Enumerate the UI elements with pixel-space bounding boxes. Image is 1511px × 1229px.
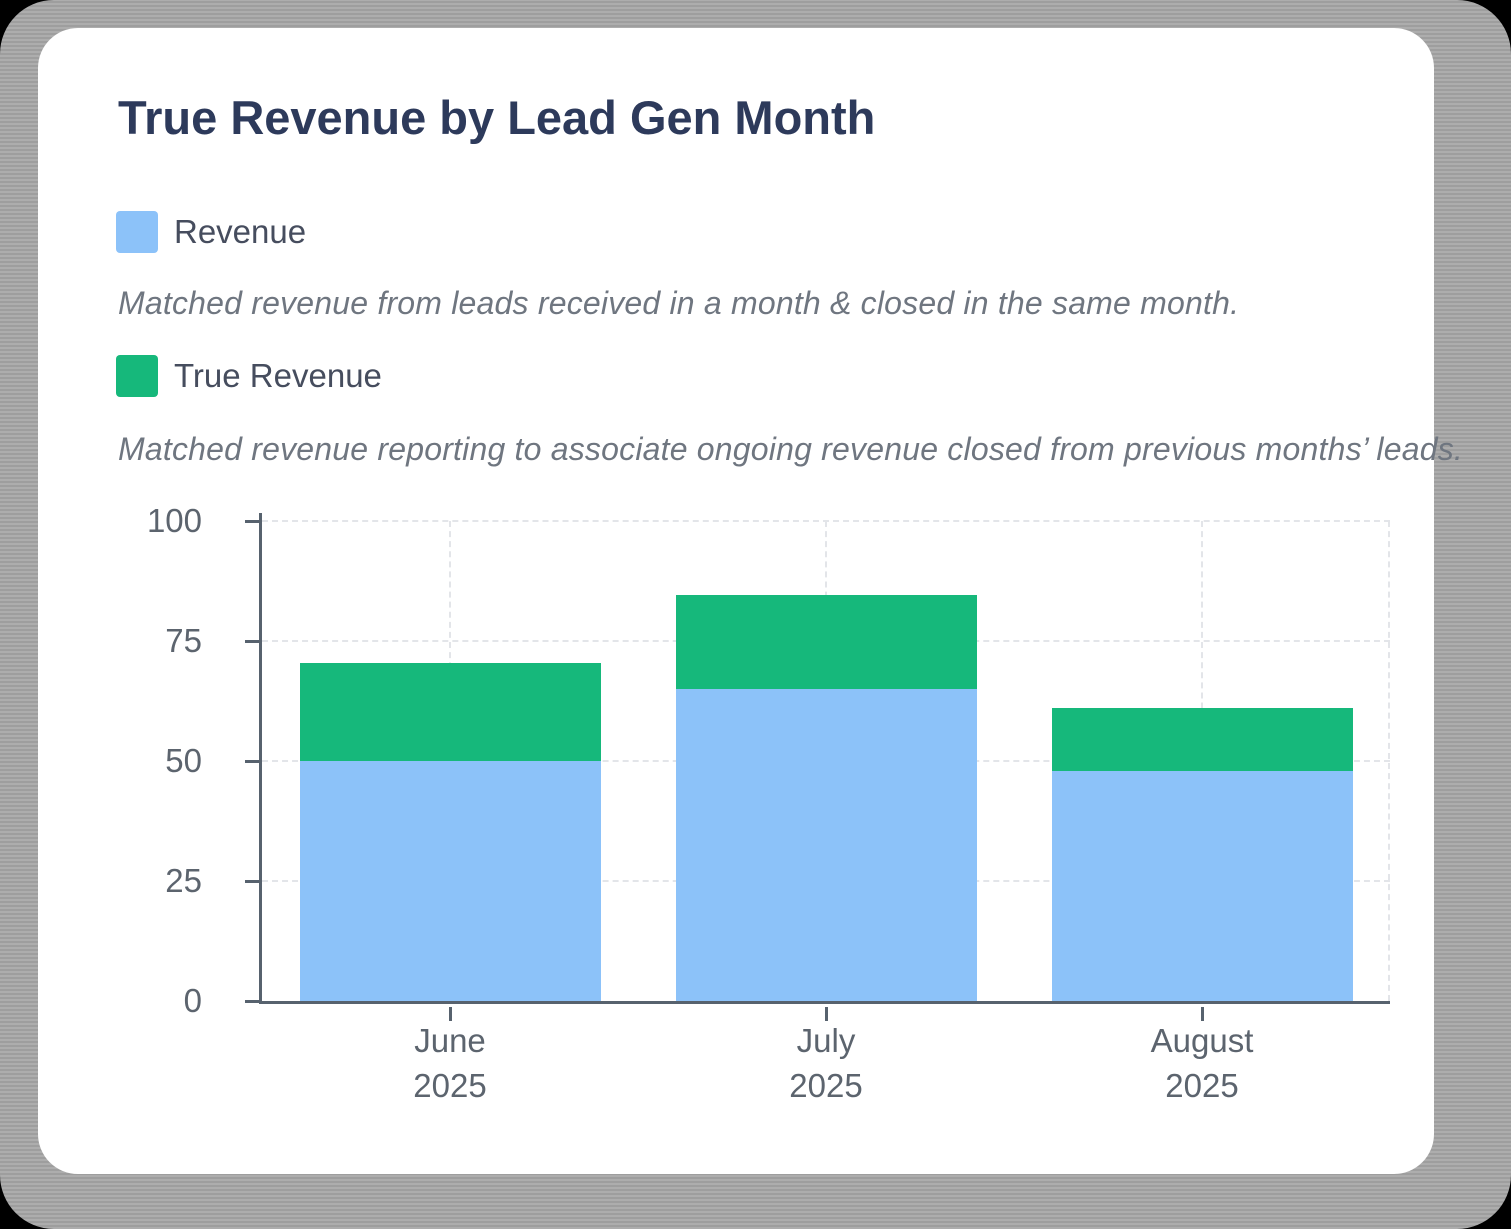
revenue-swatch-icon (116, 211, 158, 253)
y-axis (259, 513, 262, 1004)
bar-segment-revenue[interactable] (676, 689, 977, 1001)
x-axis-label: August 2025 (1151, 1019, 1254, 1109)
bar-segment-true-revenue[interactable] (1052, 708, 1353, 771)
legend-item-revenue[interactable]: Revenue (116, 211, 306, 253)
x-axis-label-line: 2025 (413, 1066, 487, 1104)
bar-segment-true-revenue[interactable] (676, 595, 977, 689)
y-axis-label: 25 (165, 862, 202, 899)
x-axis-label-line: August (1150, 1022, 1254, 1059)
y-axis-tick (245, 879, 259, 883)
y-axis-label: 50 (165, 742, 202, 779)
gridline-vertical (1388, 521, 1390, 1001)
chart-title: True Revenue by Lead Gen Month (118, 91, 876, 144)
y-axis-label: 0 (183, 982, 202, 1019)
x-axis-label-line: 2025 (789, 1066, 863, 1104)
x-axis-label-line: June (414, 1022, 486, 1059)
x-axis-tick (1200, 1007, 1204, 1021)
x-axis-tick (824, 1007, 828, 1021)
legend-description-true-revenue: Matched revenue reporting to associate o… (118, 431, 1463, 467)
bar-segment-revenue[interactable] (1052, 770, 1353, 1001)
y-axis-tick (245, 519, 259, 523)
chart-card: True Revenue by Lead Gen Month Revenue M… (38, 28, 1463, 1174)
y-axis-label: 75 (165, 622, 202, 659)
x-axis-label: June 2025 (413, 1019, 486, 1109)
plot-area: 0 25 50 75 100 June 2025 July 2025 August 2025 (147, 502, 1390, 1104)
y-axis-tick (245, 639, 259, 643)
x-axis-label-line: 2025 (1165, 1066, 1239, 1104)
bar-segment-revenue[interactable] (300, 761, 601, 1001)
legend-description-revenue: Matched revenue from leads received in a… (118, 285, 1240, 321)
x-axis-tick (448, 1007, 452, 1021)
x-axis (259, 1001, 1390, 1004)
bar-segment-true-revenue[interactable] (300, 662, 601, 761)
legend-label-revenue: Revenue (174, 213, 307, 250)
y-axis-label: 100 (146, 502, 202, 539)
legend-item-true-revenue[interactable]: True Revenue (116, 355, 382, 397)
legend-label-true-revenue: True Revenue (174, 357, 382, 394)
y-axis-tick (245, 759, 259, 763)
true-revenue-swatch-icon (116, 355, 158, 397)
x-axis-label-line: July (796, 1022, 856, 1059)
y-axis-tick (245, 999, 259, 1003)
x-axis-label: July 2025 (789, 1019, 862, 1109)
